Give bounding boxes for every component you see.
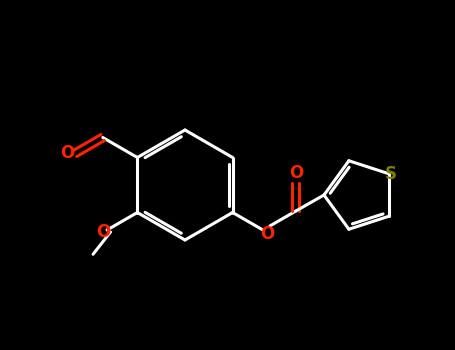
Text: O: O: [289, 164, 303, 182]
Text: O: O: [96, 223, 110, 241]
Text: O: O: [60, 145, 74, 162]
Text: S: S: [385, 165, 397, 183]
Text: O: O: [260, 225, 274, 243]
